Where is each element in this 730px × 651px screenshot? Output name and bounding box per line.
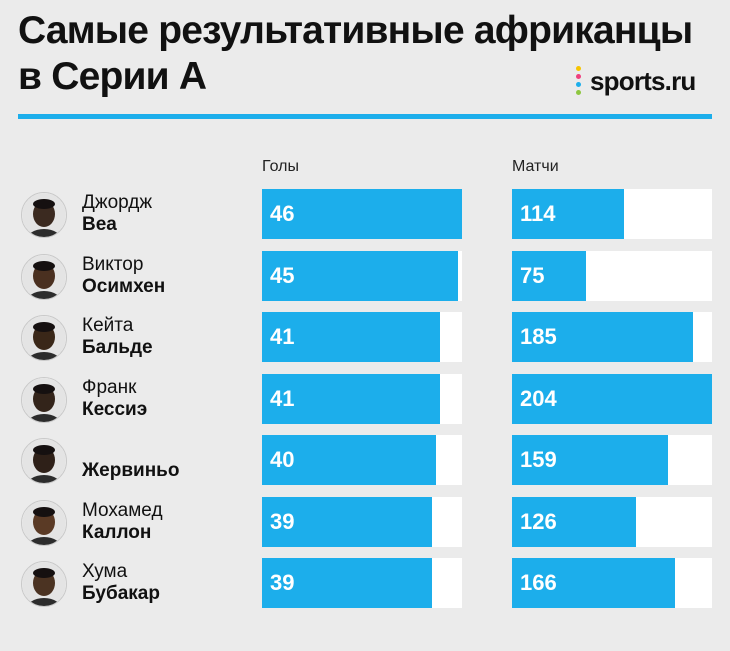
player-avatar: [21, 561, 67, 607]
player-avatar: [21, 192, 67, 238]
player-row: Кейта Бальде 41 185: [18, 312, 712, 362]
player-row: Виктор Осимхен 45 75: [18, 250, 712, 301]
goals-bar: 41: [262, 373, 441, 424]
matches-value-label: 185: [520, 324, 557, 349]
matches-bar: 166: [512, 558, 675, 608]
goals-bar-track: 45: [262, 250, 462, 301]
goals-bar: 39: [262, 496, 432, 547]
player-row: Жервиньо 40 159: [18, 435, 712, 485]
matches-value-label: 75: [520, 262, 545, 288]
goals-bar: 46: [262, 189, 462, 239]
goals-value-label: 46: [270, 201, 295, 226]
chart-title: Самые результативные африканцы в Серии А: [18, 8, 693, 100]
goals-value-label: 45: [270, 262, 295, 288]
player-first-name: Хума: [82, 561, 128, 582]
matches-bar: 126: [512, 496, 636, 547]
goals-bar-track: 46: [262, 189, 462, 239]
goals-bar-track: 39: [262, 496, 462, 547]
matches-bar-track: 204: [512, 373, 712, 424]
matches-value-label: 126: [520, 508, 557, 534]
goals-bar-track: 39: [262, 558, 462, 608]
matches-bar-track: 159: [512, 435, 712, 485]
player-row: Мохамед Каллон 39 126: [18, 496, 712, 547]
goals-bar: 39: [262, 558, 432, 608]
goals-value-label: 39: [270, 508, 295, 534]
player-first-name: Кейта: [82, 315, 134, 336]
player-row: Хума Бубакар 39 166: [18, 558, 712, 608]
sports-ru-logo: sports.ru: [574, 64, 696, 98]
matches-value-label: 204: [520, 385, 557, 411]
player-first-name: Франк: [82, 376, 137, 398]
player-avatar: [21, 499, 67, 546]
matches-bar: 185: [512, 312, 694, 362]
goals-value-label: 41: [270, 324, 295, 349]
goals-bar-track: 41: [262, 312, 462, 362]
player-first-name: Джордж: [82, 192, 153, 213]
logo-text: sports.ru: [590, 65, 696, 96]
player-last-name: Бальде: [82, 337, 153, 358]
matches-bar-track: 75: [512, 250, 712, 301]
matches-bar: 114: [512, 189, 624, 239]
player-row: Франк Кессиэ 41 204: [18, 373, 712, 424]
title-line-2: в Серии А: [18, 55, 207, 98]
matches-bar: 204: [512, 373, 712, 424]
player-last-name: Бубакар: [82, 583, 160, 604]
goals-bar-track: 40: [262, 435, 462, 485]
matches-value-label: 114: [520, 201, 556, 226]
player-last-name: Осимхен: [82, 275, 166, 297]
logo-dots-icon: [574, 66, 584, 96]
goals-value-label: 39: [270, 570, 295, 595]
player-last-name: Жервиньо: [82, 460, 180, 481]
player-avatar: [21, 438, 67, 484]
goals-bar: 40: [262, 435, 436, 485]
player-last-name: Веа: [82, 214, 117, 235]
goals-bar: 45: [262, 250, 458, 301]
column-header-matches: Матчи: [512, 158, 559, 175]
matches-bar-track: 126: [512, 496, 712, 547]
matches-value-label: 159: [520, 447, 557, 472]
player-last-name: Кессиэ: [82, 398, 148, 420]
header-rule: [18, 114, 712, 119]
player-avatar: [21, 315, 67, 361]
matches-value-label: 166: [520, 570, 557, 595]
player-row: Джордж Веа 46 114: [18, 189, 712, 239]
player-first-name: Мохамед: [82, 499, 163, 521]
title-line-1: Самые результативные африканцы: [18, 9, 693, 52]
goals-value-label: 41: [270, 385, 295, 411]
matches-bar-track: 114: [512, 189, 712, 239]
matches-bar: 75: [512, 250, 586, 301]
player-avatar: [21, 253, 67, 300]
matches-bar-track: 185: [512, 312, 712, 362]
matches-bar-track: 166: [512, 558, 712, 608]
matches-bar: 159: [512, 435, 668, 485]
goals-bar-track: 41: [262, 373, 462, 424]
goals-bar: 41: [262, 312, 441, 362]
player-avatar: [21, 376, 67, 423]
column-header-goals: Голы: [262, 158, 299, 175]
goals-value-label: 40: [270, 447, 295, 472]
player-first-name: Виктор: [82, 253, 144, 275]
player-last-name: Каллон: [82, 521, 152, 543]
